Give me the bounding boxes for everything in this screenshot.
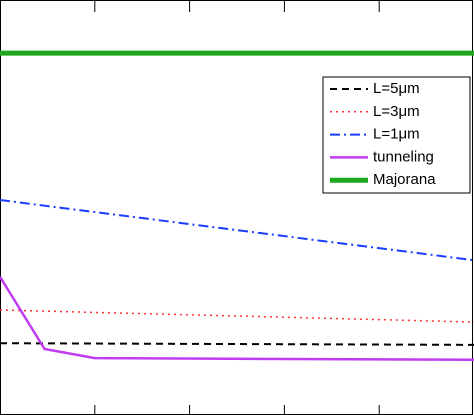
legend-label: L=1μm bbox=[373, 126, 420, 143]
legend-box bbox=[322, 76, 471, 194]
legend-label: tunneling bbox=[373, 148, 434, 165]
series-line bbox=[0, 276, 474, 362]
legend-label: L=3μm bbox=[373, 103, 420, 120]
series-line bbox=[0, 199, 474, 262]
legend-label: Majorana bbox=[373, 171, 436, 188]
series-line bbox=[0, 309, 474, 323]
legend-label: L=5μm bbox=[373, 80, 420, 97]
series-line bbox=[0, 342, 474, 346]
